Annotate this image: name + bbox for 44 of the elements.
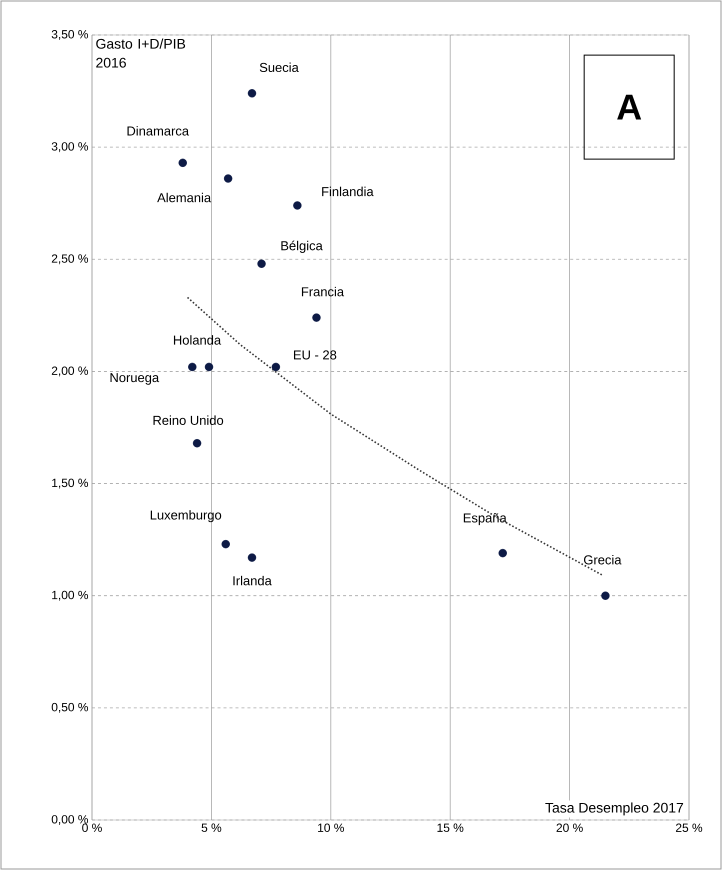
point [224, 174, 232, 183]
y-tick-label: 3,50 % [52, 30, 88, 40]
y-tick-label: 3,00 % [52, 142, 88, 152]
point [293, 201, 302, 210]
y-tick-label: 2,00 % [52, 366, 88, 376]
series-label: EU - 28 [294, 350, 336, 360]
series-label: Finlandia [322, 186, 374, 196]
y-tick-label: 0,50 % [52, 702, 88, 713]
series-label: Suecia [260, 62, 299, 72]
y-axis-title: Gasto I+D/PIB 2016 [96, 38, 186, 68]
point [178, 158, 187, 168]
y-tick-label: 0,00 % [52, 815, 88, 825]
point [312, 313, 321, 322]
series-label: Bélgica [281, 240, 323, 253]
point [248, 89, 256, 98]
series-label: Reino Unido [153, 415, 224, 425]
x-tick-label: 15 % [437, 824, 464, 832]
x-tick-label: 20 % [556, 824, 583, 832]
series-label: Luxemburgo [150, 510, 222, 522]
point [204, 362, 214, 372]
series-label: Alemania [157, 192, 212, 202]
point [498, 548, 507, 558]
point [601, 592, 610, 600]
x-tick-label: 10 % [318, 824, 344, 832]
x-tick-label: 25 % [676, 824, 702, 832]
y-tick-label: 1,50 % [52, 478, 88, 489]
series-label: Holanda [174, 335, 222, 345]
annotation: A [617, 94, 642, 120]
point [248, 553, 256, 562]
text: Noruega [110, 373, 160, 385]
series-label: Dinamarca [127, 126, 190, 136]
point [188, 362, 196, 372]
point [272, 362, 280, 372]
series-label: Irlanda [233, 576, 272, 586]
point [257, 260, 266, 268]
point [192, 438, 202, 448]
x-tick-label: 5 % [202, 824, 222, 832]
series-label: Francia [302, 286, 344, 296]
y-tick-label: 1,00 % [52, 590, 88, 601]
text: Grecia [584, 554, 622, 564]
point [222, 540, 230, 548]
x-tick-label: 0 % [82, 824, 102, 832]
y-tick-label: 2,50 % [52, 254, 88, 264]
x-axis-title: Tasa Desempleo 2017 [545, 802, 684, 816]
